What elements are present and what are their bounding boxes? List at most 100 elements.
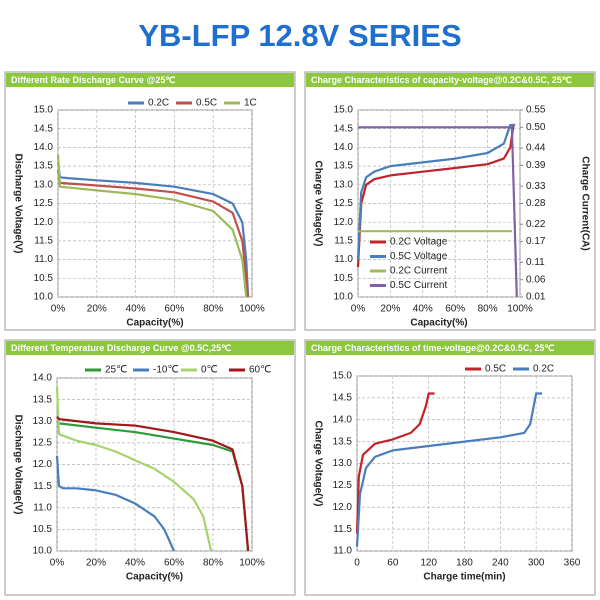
- y-tick-label: 13.0: [334, 179, 354, 190]
- page-title: YB-LFP 12.8V SERIES: [138, 18, 461, 53]
- data-line: [56, 154, 248, 298]
- y-tick-label: 15.0: [333, 371, 353, 382]
- y-axis-label: Charge Voltage(V): [312, 161, 323, 247]
- x-tick-label: 60%: [164, 558, 184, 569]
- chart-title: Different Rate Discharge Curve @25℃: [11, 75, 175, 85]
- data-line: [56, 169, 250, 298]
- y2-tick-label: 0.28: [526, 198, 546, 209]
- legend-label: 0.5C: [196, 98, 217, 109]
- y2-tick-label: 0.01: [526, 292, 546, 303]
- y-tick-label: 13.0: [333, 458, 353, 469]
- y2-axis-label: Charge Current(CA): [579, 156, 590, 250]
- x-tick-label: 100%: [239, 558, 265, 569]
- y-tick-label: 11.5: [333, 524, 352, 535]
- data-line: [358, 126, 518, 298]
- y-tick-label: 12.0: [33, 459, 53, 470]
- data-line: [55, 386, 213, 552]
- y2-tick-label: 0.50: [526, 122, 546, 133]
- y-tick-label: 14.0: [333, 414, 353, 425]
- y-tick-label: 10.5: [34, 273, 54, 284]
- x-tick-label: 40%: [413, 304, 433, 315]
- y-tick-label: 13.5: [333, 436, 353, 447]
- legend-label: 0.2C Voltage: [390, 237, 448, 248]
- y-tick-label: 11.0: [34, 254, 53, 265]
- x-tick-label: 80%: [478, 304, 498, 315]
- y-tick-label: 12.0: [334, 217, 354, 228]
- data-line: [356, 123, 516, 268]
- panel-header: [306, 341, 594, 355]
- chart-title: Charge Characteristics of time-voltage@0…: [311, 343, 554, 353]
- y-tick-label: 11.5: [33, 481, 52, 492]
- x-tick-label: 20%: [87, 304, 107, 315]
- legend-label: 0℃: [201, 365, 218, 376]
- panel-header: [6, 341, 294, 355]
- legend-label: 0.2C: [148, 98, 169, 109]
- legend-label: 25℃: [105, 365, 127, 376]
- legend-label: 0.2C Current: [390, 266, 447, 277]
- y-tick-label: 15.0: [34, 105, 54, 116]
- y-tick-label: 14.0: [334, 142, 354, 153]
- y-axis-label: Discharge Voltage(V): [12, 415, 23, 515]
- y-tick-label: 12.0: [34, 217, 54, 228]
- data-line: [356, 123, 516, 260]
- x-tick-label: 180: [456, 558, 473, 569]
- y-tick-label: 14.5: [34, 123, 54, 134]
- x-tick-label: 240: [492, 558, 509, 569]
- y-axis-label: Charge Voltage(V): [312, 421, 323, 507]
- y-tick-label: 12.5: [334, 198, 354, 209]
- y-tick-label: 14.5: [333, 393, 353, 404]
- x-tick-label: 60%: [164, 304, 184, 315]
- panel-header: [306, 73, 594, 87]
- y2-tick-label: 0.44: [526, 143, 546, 154]
- y2-tick-label: 0.17: [526, 236, 546, 247]
- y-axis-label: Discharge Voltage(V): [12, 154, 23, 254]
- legend-label: 0.5C Voltage: [390, 251, 448, 262]
- legend-label: 1C: [244, 98, 257, 109]
- x-tick-label: 80%: [203, 558, 223, 569]
- x-tick-label: 0%: [51, 304, 66, 315]
- data-line: [56, 416, 250, 552]
- y-tick-label: 14.5: [334, 123, 354, 134]
- y-tick-label: 12.0: [333, 502, 353, 513]
- data-line: [56, 162, 250, 298]
- y-tick-label: 13.0: [33, 416, 53, 427]
- chart-title: Different Temperature Discharge Curve @0…: [11, 343, 231, 353]
- y-tick-label: 11.0: [33, 502, 52, 513]
- x-tick-label: 120: [420, 558, 437, 569]
- y-tick-label: 11.0: [333, 546, 352, 557]
- y-tick-label: 13.5: [34, 161, 54, 172]
- x-tick-label: 0: [354, 558, 360, 569]
- y-tick-label: 12.5: [333, 480, 353, 491]
- legend-label: 60℃: [249, 365, 271, 376]
- y-tick-label: 10.0: [334, 292, 354, 303]
- y-tick-label: 12.5: [34, 198, 54, 209]
- x-tick-label: 300: [528, 558, 545, 569]
- y-tick-label: 13.0: [34, 179, 54, 190]
- y2-tick-label: 0.39: [526, 160, 546, 171]
- y2-tick-label: 0.33: [526, 181, 546, 192]
- x-tick-label: 20%: [86, 558, 106, 569]
- x-tick-label: 60: [387, 558, 399, 569]
- x-tick-label: 360: [564, 558, 581, 569]
- x-tick-label: 80%: [203, 304, 223, 315]
- x-tick-label: 20%: [380, 304, 400, 315]
- x-axis-label: Charge time(min): [423, 572, 505, 583]
- x-tick-label: 0%: [50, 558, 65, 569]
- y-tick-label: 10.0: [34, 292, 54, 303]
- x-axis-label: Capacity(%): [126, 318, 183, 329]
- legend-label: 0.2C: [533, 364, 554, 375]
- x-tick-label: 40%: [125, 558, 145, 569]
- legend-label: 0.5C Current: [390, 280, 447, 291]
- data-line: [55, 455, 176, 552]
- x-tick-label: 40%: [126, 304, 146, 315]
- y-tick-label: 13.5: [33, 394, 53, 405]
- y2-tick-label: 0.06: [526, 274, 546, 285]
- x-tick-label: 60%: [445, 304, 465, 315]
- panel-header: [6, 73, 294, 87]
- y-tick-label: 10.0: [33, 546, 53, 557]
- data-line: [355, 392, 435, 534]
- y-tick-label: 11.5: [334, 236, 353, 247]
- x-axis-label: Capacity(%): [126, 572, 183, 583]
- y-tick-label: 11.5: [34, 236, 53, 247]
